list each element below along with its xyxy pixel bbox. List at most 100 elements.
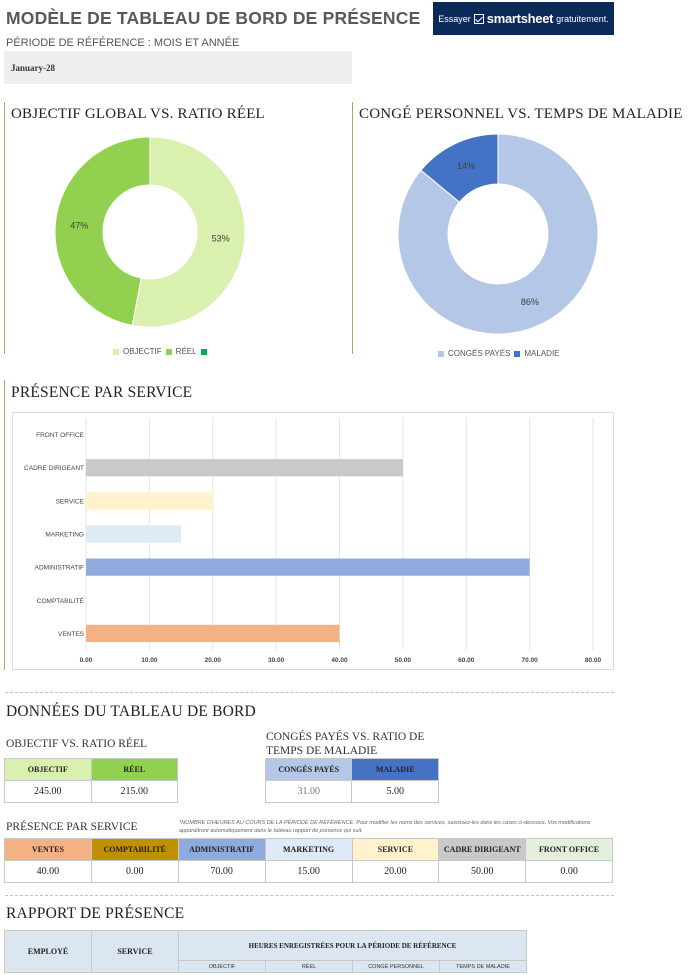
dept-value[interactable]: 0.00 xyxy=(525,860,613,883)
dept-header: VENTES xyxy=(4,838,92,861)
panel-divider xyxy=(352,102,353,354)
dept-header: CADRE DIRIGEANT xyxy=(438,838,527,861)
legend-swatch-empty xyxy=(200,348,207,355)
leave-title-line1: CONGÉS PAYÉS VS. RATIO DE xyxy=(266,731,425,743)
panel-divider xyxy=(4,380,5,670)
x-tick-label: 20.00 xyxy=(205,657,222,664)
x-tick-label: 30.00 xyxy=(268,657,285,664)
legend-objectif: OBJECTIF xyxy=(123,347,162,356)
bar xyxy=(86,558,530,576)
y-category-label: COMPTABILITÉ xyxy=(37,596,85,605)
dept-header: COMPTABILITÉ xyxy=(90,838,179,861)
legend-swatch-reel xyxy=(165,348,172,355)
y-category-label: VENTES xyxy=(58,631,85,638)
y-category-label: ADMINISTRATIF xyxy=(35,565,84,572)
smartsheet-ad-banner[interactable]: Essayer smartsheet gratuitement. xyxy=(433,2,614,35)
period-value: January-28 xyxy=(11,63,56,73)
report-title: RAPPORT DE PRÉSENCE xyxy=(6,905,185,922)
legend-maladie: MALADIE xyxy=(524,349,560,358)
report-subheader: OBJECTIF xyxy=(178,960,266,973)
chart3-title: PRÉSENCE PAR SERVICE xyxy=(11,384,193,401)
report-table: EMPLOYÉ SERVICE HEURES ENREGISTRÉES POUR… xyxy=(4,930,527,973)
leave-value-conges[interactable]: 31.00 xyxy=(264,780,353,803)
legend-swatch-objectif xyxy=(113,348,119,355)
section-divider xyxy=(5,692,614,693)
donut1-data-label-1: 47% xyxy=(70,220,88,230)
donut1-slice-0 xyxy=(131,136,246,328)
donut-chart-conges: 86% 14% xyxy=(397,133,599,335)
dept-header: FRONT OFFICE xyxy=(525,838,613,861)
dept-value[interactable]: 20.00 xyxy=(351,860,440,883)
dept-value[interactable]: 0.00 xyxy=(90,860,179,883)
leave-table: CONGÉS PAYÉS MALADIE 31.00 5.00 xyxy=(264,758,439,803)
donut2-data-label-1: 14% xyxy=(457,161,475,171)
chart1-legend: OBJECTIF RÉEL xyxy=(113,347,211,356)
section-divider xyxy=(5,895,614,896)
report-subheader: CONGÉ PERSONNEL xyxy=(352,960,440,973)
dept-header: ADMINISTRATIF xyxy=(177,838,266,861)
ad-brand: smartsheet xyxy=(486,11,554,26)
donut2-slice-0 xyxy=(397,133,599,335)
dept-table: VENTES COMPTABILITÉ ADMINISTRATIF MARKET… xyxy=(4,838,613,883)
y-category-label: FRONT OFFICE xyxy=(36,432,85,439)
ad-prefix: Essayer xyxy=(438,13,471,24)
report-header-employee: EMPLOYÉ xyxy=(4,930,92,973)
dept-table-title: PRÉSENCE PAR SERVICE xyxy=(6,821,138,833)
chart2-title: CONGÉ PERSONNEL VS. TEMPS DE MALADIE xyxy=(359,106,683,122)
chart1-title: OBJECTIF GLOBAL VS. RATIO RÉEL xyxy=(11,106,265,122)
dept-value[interactable]: 15.00 xyxy=(264,860,353,883)
bar xyxy=(86,624,340,643)
obj-value-reel[interactable]: 215.00 xyxy=(90,780,179,803)
period-label: PÉRIODE DE RÉFÉRENCE : MOIS ET ANNÉE xyxy=(6,37,240,49)
x-tick-label: 10.00 xyxy=(141,657,158,664)
legend-swatch-maladie xyxy=(514,350,521,357)
bar-chart-service: 0.00 10.00 20.00 30.00 40.00 50.00 60.00 70.00 8… xyxy=(24,418,602,664)
report-header-hours: HEURES ENREGISTRÉES POUR LA PÉRIODE DE R… xyxy=(178,930,527,961)
period-input[interactable] xyxy=(4,51,352,84)
bar xyxy=(86,459,403,477)
ad-suffix: gratuitement. xyxy=(556,13,609,24)
obj-value-objectif[interactable]: 245.00 xyxy=(4,780,92,803)
obj-header-reel: RÉEL xyxy=(90,758,179,781)
chart2-legend: CONGÉS PAYÉS MALADIE xyxy=(438,349,560,358)
dept-value[interactable]: 50.00 xyxy=(438,860,527,883)
panel-divider xyxy=(4,102,5,354)
x-tick-label: 80.00 xyxy=(585,657,602,664)
dept-value[interactable]: 70.00 xyxy=(177,860,266,883)
dept-note: *NOMBRE D'HEURES AU COURS DE LA PÉRIODE … xyxy=(179,820,591,834)
dept-value[interactable]: 40.00 xyxy=(4,860,92,883)
legend-conges: CONGÉS PAYÉS xyxy=(448,349,511,358)
report-header-service: SERVICE xyxy=(91,930,179,973)
leave-header-maladie: MALADIE xyxy=(351,758,439,781)
leave-table-title: CONGÉS PAYÉS VS. RATIO DE TEMPS DE MALAD… xyxy=(266,730,424,758)
y-category-label: CADRE DIRIGEANT xyxy=(24,465,84,472)
report-subheader: RÉEL xyxy=(265,960,353,973)
obj-header-objectif: OBJECTIF xyxy=(4,758,92,781)
x-tick-label: 60.00 xyxy=(458,657,475,664)
dept-header: MARKETING xyxy=(264,838,353,861)
leave-value-maladie[interactable]: 5.00 xyxy=(351,780,439,803)
checkmark-icon xyxy=(473,13,484,24)
donut2-data-label-0: 86% xyxy=(521,297,539,307)
report-subheader: TEMPS DE MALADIE xyxy=(439,960,527,973)
bar xyxy=(86,492,213,510)
donut1-slice-1 xyxy=(54,136,151,326)
y-category-label: SERVICE xyxy=(56,498,85,505)
dept-header: SERVICE xyxy=(351,838,440,861)
legend-swatch-conges xyxy=(438,350,444,357)
x-tick-label: 70.00 xyxy=(521,657,538,664)
leave-header-conges: CONGÉS PAYÉS xyxy=(264,758,353,781)
leave-title-line2: TEMPS DE MALADIE xyxy=(266,745,378,757)
obj-table-title: OBJECTIF VS. RATIO RÉEL xyxy=(6,738,147,750)
y-category-label: MARKETING xyxy=(45,532,84,539)
x-tick-label: 0.00 xyxy=(80,657,93,664)
donut1-data-label-0: 53% xyxy=(212,234,230,244)
page-title: MODÈLE DE TABLEAU DE BORD DE PRÉSENCE xyxy=(6,8,421,28)
obj-table: OBJECTIF RÉEL 245.00 215.00 xyxy=(4,758,179,803)
bar xyxy=(86,525,182,543)
x-tick-label: 40.00 xyxy=(331,657,348,664)
legend-reel: RÉEL xyxy=(175,347,197,356)
donut2-slice-1 xyxy=(420,133,499,203)
x-tick-label: 50.00 xyxy=(395,657,412,664)
donut-chart-objectif: 53% 47% xyxy=(54,136,246,328)
